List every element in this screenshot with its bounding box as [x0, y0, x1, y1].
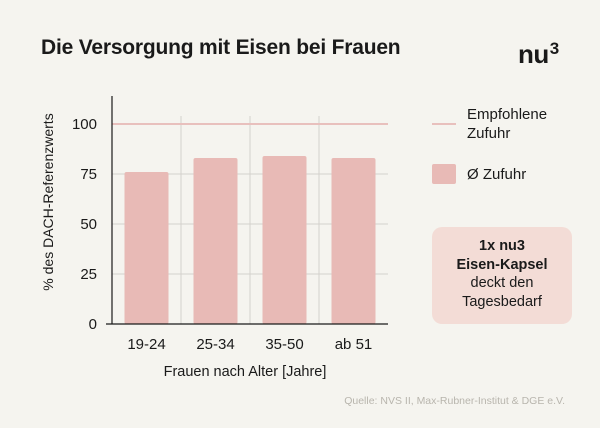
- y-tick-label: 50: [80, 216, 97, 233]
- callout-line-1: 1x nu3: [479, 238, 525, 254]
- source-note: Quelle: NVS II, Max-Rubner-Institut & DG…: [344, 395, 565, 407]
- legend-reference-label: Empfohlene Zufuhr: [467, 106, 548, 142]
- y-tick-labels: 0 25 50 75 100: [72, 116, 97, 333]
- x-tick-label: 25-34: [196, 336, 234, 353]
- callout-line-3: deckt den: [470, 275, 534, 291]
- y-tick-label: 75: [80, 166, 97, 183]
- axes: [106, 96, 388, 325]
- capsule-callout: 1x nu3 Eisen-Kapsel deckt den Tagesbedar…: [432, 227, 572, 324]
- x-tick-labels: 19-24 25-34 35-50 ab 51: [127, 336, 372, 353]
- x-tick-label: ab 51: [335, 336, 373, 353]
- legend-intake-swatch: [432, 164, 456, 184]
- x-axis-label: Frauen nach Alter [Jahre]: [163, 364, 327, 380]
- x-tick-label: 35-50: [265, 336, 303, 353]
- bar: [124, 172, 169, 324]
- legend-reference-swatch: [432, 123, 456, 125]
- callout-line-4: Tagesbedarf: [462, 293, 542, 310]
- logo-text: nu: [518, 39, 549, 69]
- chart-title: Die Versorgung mit Eisen bei Frauen: [41, 36, 401, 59]
- x-tick-label: 19-24: [127, 336, 165, 353]
- y-axis-label: % des DACH-Referenzwerts: [40, 113, 56, 291]
- bar: [262, 156, 307, 324]
- bars: [124, 156, 376, 324]
- nu3-logo: nu3: [518, 40, 559, 67]
- y-tick-label: 0: [89, 316, 97, 333]
- bar: [193, 158, 238, 324]
- y-tick-label: 25: [80, 266, 97, 283]
- legend-intake-label: Ø Zufuhr: [467, 166, 527, 183]
- logo-superscript: 3: [549, 39, 559, 58]
- callout-line-2: Eisen-Kapsel: [456, 256, 548, 273]
- bar: [331, 158, 376, 324]
- y-tick-label: 100: [72, 116, 97, 133]
